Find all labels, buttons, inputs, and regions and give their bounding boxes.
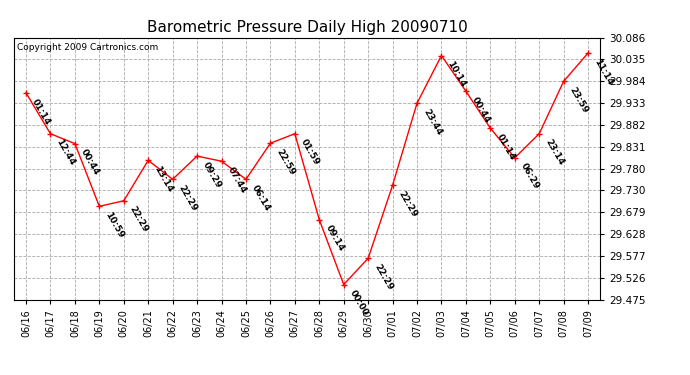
Text: 00:44: 00:44 [470, 95, 492, 124]
Text: 01:59: 01:59 [299, 138, 321, 167]
Text: 22:29: 22:29 [397, 189, 419, 219]
Title: Barometric Pressure Daily High 20090710: Barometric Pressure Daily High 20090710 [147, 20, 467, 35]
Text: 10:59: 10:59 [104, 210, 126, 240]
Text: 22:29: 22:29 [177, 183, 199, 213]
Text: 01:14: 01:14 [30, 97, 52, 126]
Text: 07:44: 07:44 [226, 165, 248, 195]
Text: 22:59: 22:59 [275, 147, 297, 177]
Text: 23:14: 23:14 [543, 138, 566, 167]
Text: 09:14: 09:14 [324, 224, 346, 253]
Text: 06:14: 06:14 [250, 183, 273, 213]
Text: 13:14: 13:14 [152, 165, 175, 194]
Text: 23:59: 23:59 [568, 86, 590, 115]
Text: Copyright 2009 Cartronics.com: Copyright 2009 Cartronics.com [17, 43, 158, 52]
Text: 22:29: 22:29 [128, 205, 150, 234]
Text: 10:14: 10:14 [446, 60, 468, 89]
Text: 09:29: 09:29 [201, 160, 224, 190]
Text: 00:00: 00:00 [348, 289, 370, 318]
Text: 11:14: 11:14 [592, 57, 614, 87]
Text: 01:14: 01:14 [495, 132, 517, 162]
Text: 23:44: 23:44 [421, 107, 444, 137]
Text: 12:44: 12:44 [55, 138, 77, 167]
Text: 00:44: 00:44 [79, 148, 101, 177]
Text: 22:29: 22:29 [373, 262, 395, 292]
Text: 06:29: 06:29 [519, 162, 541, 191]
